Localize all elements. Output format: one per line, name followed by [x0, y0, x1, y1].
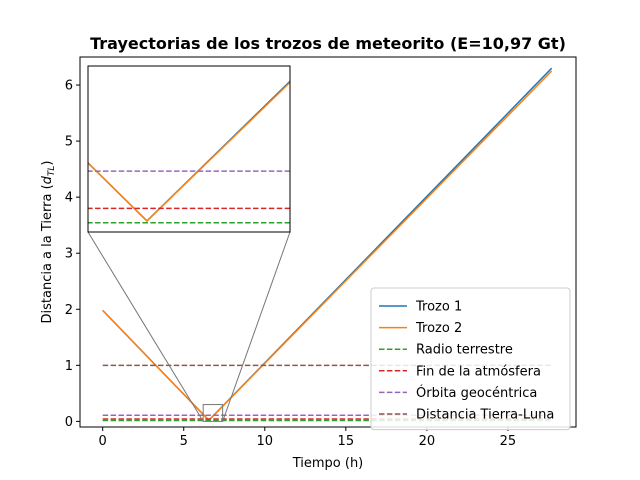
connector-line-left [87, 231, 204, 422]
legend: Trozo 1 Trozo 2 Radio terrestre Fin de la a… [370, 287, 571, 431]
legend-label-fin-de-la-atmosfera: Fin de la atmósfera [416, 364, 541, 379]
y-tick-label: 0 [65, 415, 73, 430]
inset-line-trozo-2 [88, 81, 290, 222]
inset-connectors [87, 231, 291, 422]
main-plot-lines [102, 67, 553, 422]
x-tick-label: 15 [338, 434, 355, 449]
legend-label-radio-terrestre: Radio terrestre [416, 343, 513, 358]
y-tick-label: 1 [65, 359, 73, 374]
chart-title: Trayectorias de los trozos de meteorito … [90, 34, 566, 53]
legend-label-trozo-1: Trozo 1 [415, 300, 462, 315]
y-tick-label: 2 [65, 303, 73, 318]
y-tick-label: 3 [65, 247, 73, 262]
y-axis-label: Distancia a la Tierra (dTL) [40, 160, 57, 323]
y-tick-label: 4 [65, 191, 73, 206]
x-tick-label: 25 [500, 434, 517, 449]
x-axis-label: Tiempo (h) [292, 456, 364, 471]
x-tick-label: 10 [257, 434, 274, 449]
legend-box [370, 287, 571, 431]
y-tick-label: 6 [65, 79, 73, 94]
y-tick-label: 5 [65, 135, 73, 150]
inset-plot [87, 65, 291, 233]
legend-label-orbita-geocentrica: Órbita geocéntrica [416, 385, 537, 401]
x-tick-label: 20 [419, 434, 436, 449]
zoom-region [202, 404, 224, 422]
inset-lines [88, 80, 290, 224]
legend-label-distancia-tierra-luna: Distancia Tierra-Luna [416, 408, 554, 423]
inset-frame [87, 65, 291, 233]
main-frame [79, 56, 577, 428]
legend-label-trozo-2: Trozo 2 [415, 321, 462, 336]
x-tick-label: 0 [99, 434, 107, 449]
connector-line-right [222, 231, 291, 422]
x-tick-label: 5 [180, 434, 188, 449]
main-axes: 0 5 10 15 20 25 0 1 2 3 4 5 6 [65, 56, 577, 449]
inset-background [88, 66, 290, 232]
